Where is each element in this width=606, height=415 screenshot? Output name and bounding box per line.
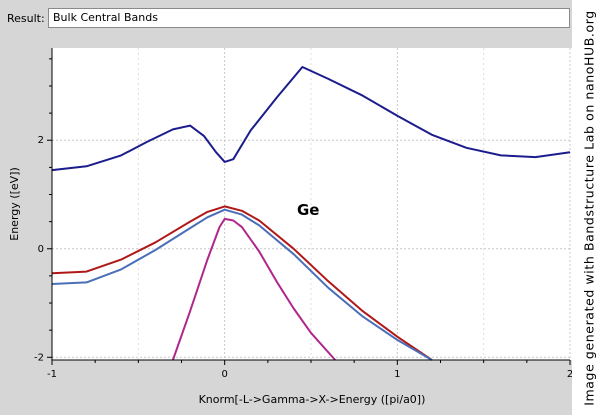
x-tick-label: -1 bbox=[47, 369, 57, 380]
x-axis-label: Knorm[-L->Gamma->X->Energy ([pi/a0]) bbox=[199, 393, 426, 406]
band-line-1 bbox=[51, 66, 571, 172]
plot-frame: -1 0 1 2 -2 0 2 Ge Knorm[-L->Gamma->X->Energy … bbox=[0, 36, 572, 415]
result-select[interactable]: Bulk Central Bands bbox=[48, 8, 570, 28]
x-tick-label: 1 bbox=[394, 369, 400, 380]
band-line-2 bbox=[51, 205, 433, 361]
y-tick-label: -2 bbox=[34, 352, 44, 363]
band-structure-chart[interactable]: -1 0 1 2 -2 0 2 Ge Knorm[-L->Gamma->X->Energy … bbox=[0, 36, 572, 415]
result-label: Result: bbox=[7, 12, 45, 25]
result-bar: Result: Bulk Central Bands bbox=[0, 0, 572, 36]
x-tick-label: 2 bbox=[567, 369, 572, 380]
band-line-3 bbox=[51, 208, 433, 361]
watermark-text: Image generated with Bandstructure Lab o… bbox=[581, 10, 597, 406]
series-layer bbox=[51, 66, 571, 361]
y-axis-label: Energy ([eV]) bbox=[8, 167, 21, 240]
watermark-strip: Image generated with Bandstructure Lab o… bbox=[572, 0, 606, 415]
x-tick-label: 0 bbox=[221, 369, 227, 380]
band-line-4 bbox=[171, 217, 336, 361]
y-tick-label: 2 bbox=[38, 135, 44, 146]
axis-layer: -1 0 1 2 -2 0 2 bbox=[34, 48, 572, 380]
y-tick-label: 0 bbox=[38, 244, 44, 255]
material-annotation: Ge bbox=[297, 201, 320, 219]
